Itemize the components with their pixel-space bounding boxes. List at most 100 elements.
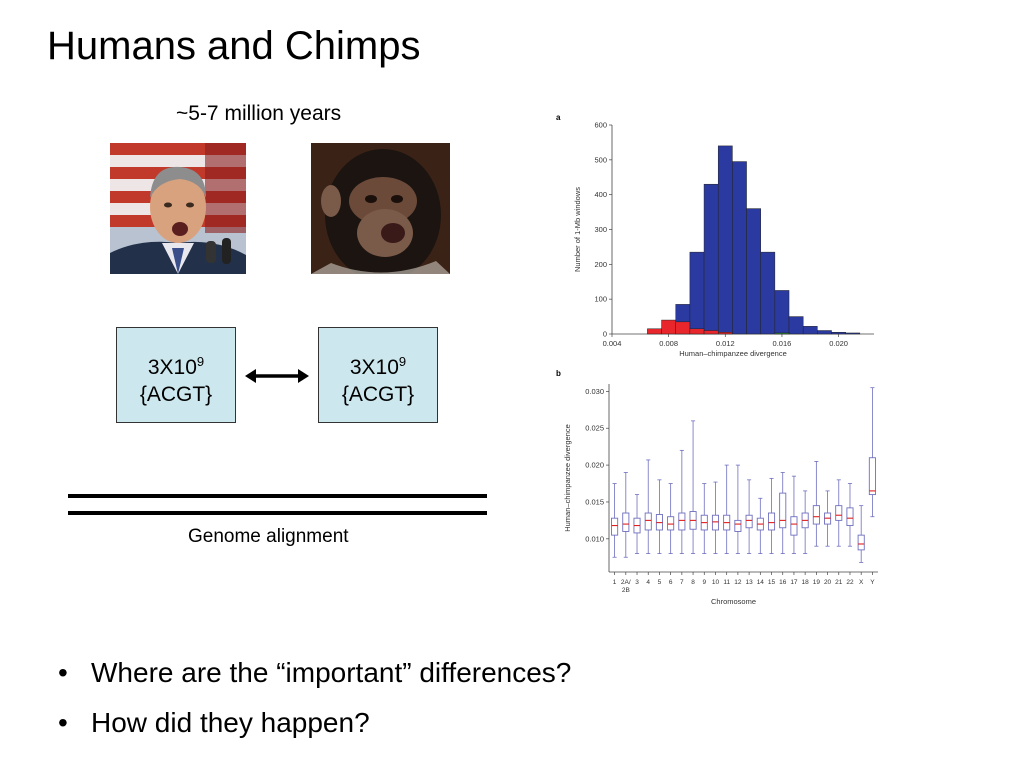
hist-x-tick-label: 0.008: [659, 339, 678, 348]
box-iqr: [767, 512, 776, 531]
box-iqr: [667, 516, 675, 531]
hist-bar-blue: [802, 326, 818, 335]
box-x-tick-label: 22: [846, 579, 854, 586]
box-x-tick-label: 16: [779, 579, 787, 586]
hist-bar-red: [675, 321, 691, 335]
box-iqr: [812, 505, 820, 525]
box-x-tick-label: 6: [669, 579, 673, 586]
hist-x-tick-label: 0.012: [716, 339, 735, 348]
hist-bar-red: [661, 319, 676, 335]
box-x-tick-label: 2A/: [621, 579, 631, 586]
box-x-tick-label: 18: [802, 579, 810, 586]
chimp-photo: [311, 143, 450, 274]
double-headed-arrow-icon: [245, 369, 309, 383]
box-x-tick-label: 17: [790, 579, 798, 586]
hist-y-tick-label: 100: [594, 295, 607, 304]
box-iqr: [846, 507, 854, 527]
human-genome-size: 3X10: [147, 356, 197, 379]
box-iqr: [745, 514, 753, 529]
box-x-tick-label: X: [859, 579, 864, 586]
box-iqr: [644, 512, 652, 531]
hist-y-tick-label: 500: [594, 155, 607, 164]
bullet-text: How did they happen?: [91, 707, 370, 738]
box-x-tick-label: 8: [691, 579, 695, 586]
box-iqr: [711, 514, 720, 531]
box-x-tick-label: 11: [723, 579, 730, 586]
box-x-tick-label: 15: [768, 579, 776, 586]
slide-title: Humans and Chimps: [47, 24, 421, 68]
bullet-list: • Where are the “important” differences? …: [58, 648, 571, 748]
box-y-tick-label: 0.020: [585, 461, 604, 470]
chimp-genome-exponent: 9: [398, 354, 407, 369]
box-x-tick-label: 7: [680, 579, 684, 586]
box-x-tick-label: 9: [702, 579, 706, 586]
hist-x-tick-label: 0.016: [773, 339, 792, 348]
bullet-text: Where are the “important” differences?: [91, 657, 572, 688]
box-x-tick-label: Y: [870, 579, 875, 586]
box-x-tick-label: 19: [813, 579, 821, 586]
hist-bar-blue: [817, 330, 832, 335]
box-y-tick-label: 0.015: [585, 497, 604, 506]
human-genome-box: 3X109 {ACGT}: [116, 327, 236, 423]
hist-y-tick-label: 400: [594, 190, 607, 199]
hist-bar-green: [774, 332, 790, 335]
hist-bar-red: [689, 328, 705, 335]
box-x-tick-label: 10: [712, 579, 720, 586]
box-y-tick-label: 0.025: [585, 424, 604, 433]
box-iqr: [868, 457, 876, 496]
hist-bar-blue: [845, 332, 861, 335]
hist-x-tick-label: 0.020: [829, 339, 848, 348]
hist-x-tick-label: 0.004: [603, 339, 622, 348]
box-iqr: [779, 492, 787, 529]
box-x-axis-title: Chromosome: [711, 597, 756, 606]
alignment-line-top: [68, 494, 487, 498]
hist-bar-blue: [717, 145, 733, 335]
hist-bar-blue: [703, 183, 719, 335]
box-x-tick-label: 20: [824, 579, 832, 586]
human-genome-exponent: 9: [196, 354, 205, 369]
hist-x-axis-title: Human–chimpanzee divergence: [679, 349, 787, 358]
hist-bar-blue: [774, 290, 790, 335]
alignment-caption: Genome alignment: [188, 526, 349, 547]
box-x-tick-label: 12: [734, 579, 742, 586]
box-y-tick-label: 0.010: [585, 534, 604, 543]
box-x-tick-label: 2B: [622, 587, 630, 594]
box-x-tick-label: 1: [613, 579, 617, 586]
hist-y-tick-label: 200: [594, 260, 607, 269]
human-genome-letters: {ACGT}: [139, 383, 213, 406]
bullet-dot: •: [58, 657, 68, 688]
divergence-time-label: ~5-7 million years: [176, 102, 342, 125]
box-iqr: [611, 517, 619, 536]
panel-label-b: b: [556, 369, 561, 378]
chimp-genome-letters: {ACGT}: [341, 383, 415, 406]
box-y-tick-label: 0.030: [585, 387, 604, 396]
hist-y-tick-label: 300: [594, 225, 607, 234]
hist-bar-blue: [760, 251, 776, 335]
hist-bar-blue: [831, 332, 846, 335]
divergence-figure: a 0 100 200 300 400 500 600 0.004 0.008 0.012 0.016…: [556, 113, 878, 606]
hist-bar-red: [647, 328, 662, 335]
hist-bar-blue: [746, 208, 761, 335]
bullet-item: • Where are the “important” differences?: [58, 648, 571, 698]
hist-y-tick-label: 600: [594, 121, 607, 130]
hist-bar-red: [703, 330, 719, 335]
box-iqr: [734, 519, 742, 532]
hist-bar-blue: [689, 251, 705, 335]
box-x-tick-label: 13: [745, 579, 753, 586]
chimp-genome-size: 3X10: [349, 356, 399, 379]
box-x-tick-label: 5: [658, 579, 662, 586]
box-iqr: [857, 534, 865, 551]
bullet-item: • How did they happen?: [58, 698, 571, 748]
box-x-tick-label: 4: [646, 579, 650, 586]
box-iqr: [790, 516, 798, 536]
box-x-tick-label: 3: [635, 579, 639, 586]
box-iqr: [678, 512, 686, 531]
box-iqr: [622, 512, 630, 532]
hist-y-axis-title: Number of 1-Mb windows: [573, 187, 582, 272]
box-x-tick-label: 14: [757, 579, 765, 586]
box-x-tick-label: 21: [835, 579, 843, 586]
box-iqr: [835, 505, 843, 521]
hist-bar-blue: [788, 316, 804, 335]
hist-y-tick-label: 0: [603, 330, 607, 339]
panel-label-a: a: [556, 113, 561, 122]
